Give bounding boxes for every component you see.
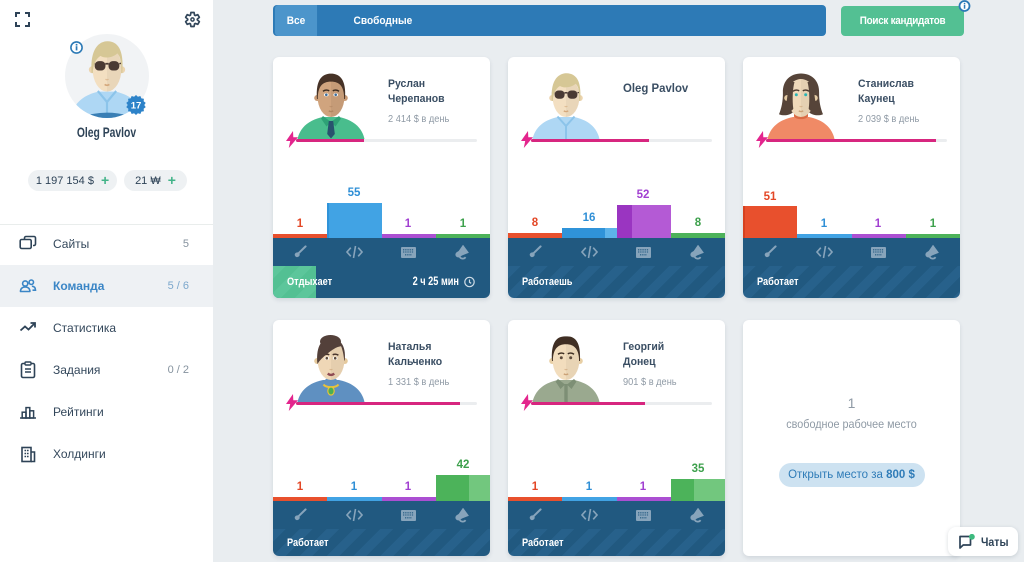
svg-text:17: 17: [131, 100, 142, 111]
